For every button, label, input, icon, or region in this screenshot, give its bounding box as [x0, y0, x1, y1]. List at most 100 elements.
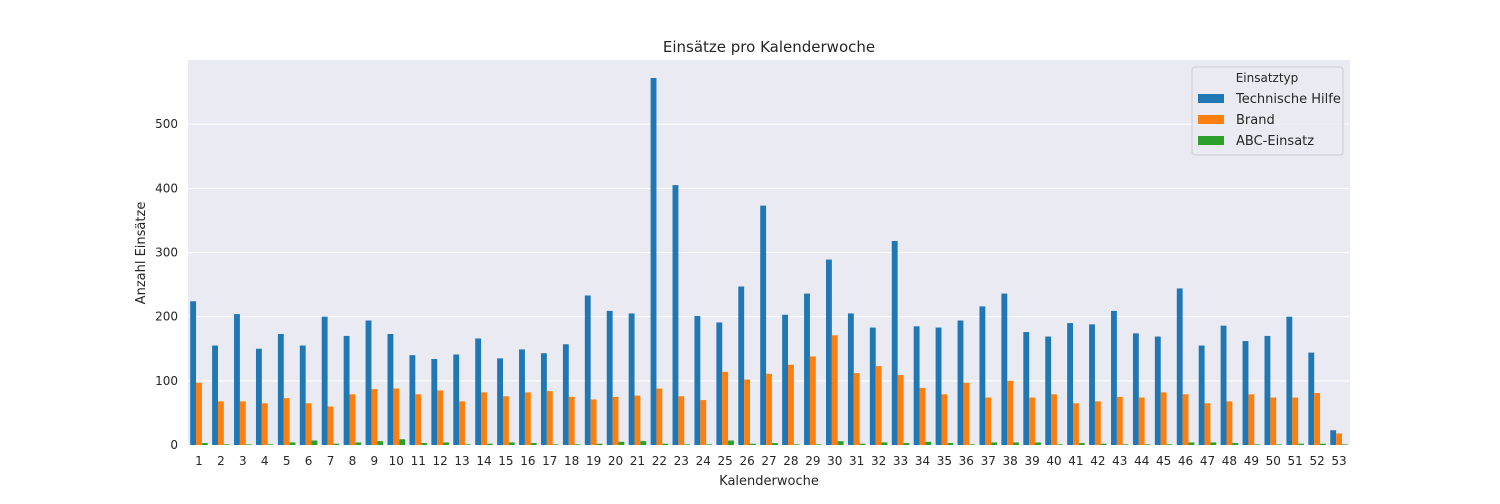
x-tick-label: 12: [432, 454, 447, 468]
x-tick-label: 24: [696, 454, 711, 468]
x-tick-label: 28: [783, 454, 798, 468]
bar: [421, 443, 427, 445]
bar: [837, 441, 844, 445]
bar: [289, 442, 296, 445]
bar: [1286, 316, 1293, 445]
bar: [267, 444, 274, 445]
x-tick-label: 31: [849, 454, 864, 468]
legend-title: Einsatztyp: [1236, 71, 1299, 85]
x-tick-label: 4: [261, 454, 269, 468]
bar: [371, 389, 378, 445]
bar: [847, 313, 854, 445]
bar: [217, 401, 224, 445]
x-tick-label: 51: [1288, 454, 1303, 468]
bar: [875, 366, 882, 445]
bar: [524, 392, 531, 445]
bar: [804, 293, 810, 445]
bar: [283, 398, 290, 445]
bar: [1132, 333, 1139, 445]
y-tick-labels: 0 100 200 300 400 500: [155, 117, 178, 452]
x-tick-label: 34: [915, 454, 930, 468]
legend-swatch: [1198, 115, 1224, 124]
bar: [1270, 397, 1277, 445]
bar: [1341, 444, 1348, 445]
x-tick-label: 39: [1024, 454, 1039, 468]
x-tick-label: 38: [1003, 454, 1018, 468]
bar: [1292, 397, 1299, 445]
bar: [612, 396, 619, 446]
x-tick-label: 50: [1266, 454, 1281, 468]
bar: [694, 316, 701, 445]
x-tick-label: 25: [718, 454, 733, 468]
bar: [1094, 401, 1101, 445]
bar: [1182, 394, 1189, 445]
bar: [239, 401, 246, 445]
bar: [399, 439, 406, 445]
x-tick-label: 49: [1244, 454, 1259, 468]
x-tick-label: 21: [630, 454, 645, 468]
bar: [1111, 310, 1117, 445]
x-tick-labels: 1 2 3 4 5 6 7 8 9 10 11 12 13 14 15 16 17 18 19 20 21 22 23 24 2…: [195, 454, 1347, 468]
bar: [415, 394, 422, 445]
y-tick-label: 300: [155, 246, 178, 260]
bar: [728, 440, 734, 445]
bar: [1029, 397, 1036, 445]
x-tick-label: 47: [1200, 454, 1215, 468]
bar: [1330, 430, 1337, 445]
bar: [327, 406, 334, 445]
x-tick-label: 13: [454, 454, 469, 468]
bar: [343, 335, 350, 445]
x-tick-label: 5: [283, 454, 291, 468]
legend-label: Brand: [1236, 113, 1275, 128]
bar: [1210, 442, 1217, 445]
x-tick-label: 2: [217, 454, 225, 468]
x-tick-label: 32: [871, 454, 886, 468]
bar: [255, 348, 262, 445]
bar: [1298, 443, 1304, 445]
bar: [826, 259, 832, 445]
bar: [540, 353, 547, 445]
bar: [1314, 393, 1321, 445]
x-axis-label: Kalenderwoche: [719, 474, 819, 489]
legend: Einsatztyp Technische Hilfe Brand ABC-Eins…: [1191, 66, 1344, 156]
y-tick-label: 100: [155, 374, 178, 388]
bar: [771, 443, 778, 445]
bar: [1122, 444, 1129, 445]
bar: [349, 394, 356, 445]
x-tick-label: 20: [608, 454, 623, 468]
bar: [508, 442, 515, 445]
bar: [311, 440, 318, 445]
bar: [431, 359, 438, 445]
bar: [552, 444, 559, 445]
bar: [568, 396, 575, 446]
bar: [1013, 442, 1019, 445]
bar: [672, 185, 679, 446]
bar: [299, 345, 306, 445]
bar: [656, 388, 663, 445]
x-tick-label: 33: [893, 454, 908, 468]
bar: [744, 379, 750, 445]
x-tick-label: 42: [1090, 454, 1105, 468]
bar: [481, 392, 487, 445]
bar: [628, 313, 635, 445]
bar: [1264, 335, 1271, 445]
bar: [1067, 323, 1074, 445]
bar: [766, 373, 772, 445]
bar: [464, 444, 471, 445]
bar: [497, 358, 503, 446]
bar: [245, 444, 252, 445]
bar: [590, 399, 597, 445]
bar: [1035, 442, 1041, 445]
x-tick-label: 15: [498, 454, 513, 468]
bar: [1051, 394, 1057, 445]
bar: [459, 401, 465, 445]
bar: [546, 391, 553, 445]
bar: [859, 443, 866, 445]
bar: [530, 443, 537, 445]
bar: [684, 444, 691, 445]
bar: [1007, 380, 1014, 445]
bar: [750, 443, 756, 445]
bar: [919, 387, 926, 445]
bars: [190, 77, 1348, 446]
